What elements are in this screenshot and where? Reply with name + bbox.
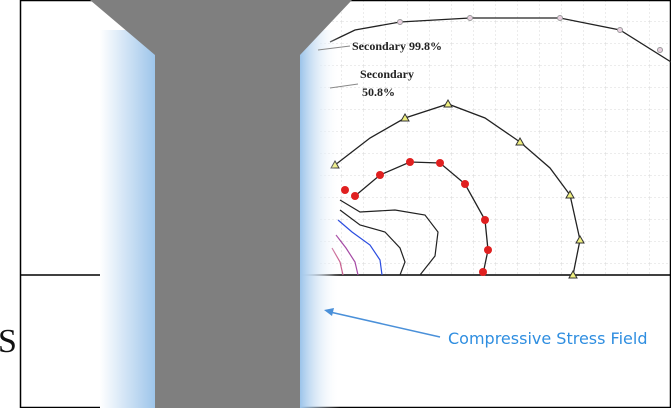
page: Secondary 99.8% Secondary 50.8% Compress…	[0, 0, 671, 408]
edge-text: S	[0, 323, 17, 360]
shade-left	[100, 30, 156, 408]
diagram: Secondary 99.8% Secondary 50.8% Compress…	[0, 0, 671, 408]
annotation: 50.8%	[362, 85, 395, 99]
annotation: Secondary 99.8%	[352, 39, 442, 53]
annotation: Secondary	[360, 67, 414, 81]
shade-right	[300, 30, 340, 408]
callout-arrow	[330, 312, 440, 337]
callout-text: Compressive Stress Field	[448, 329, 647, 348]
